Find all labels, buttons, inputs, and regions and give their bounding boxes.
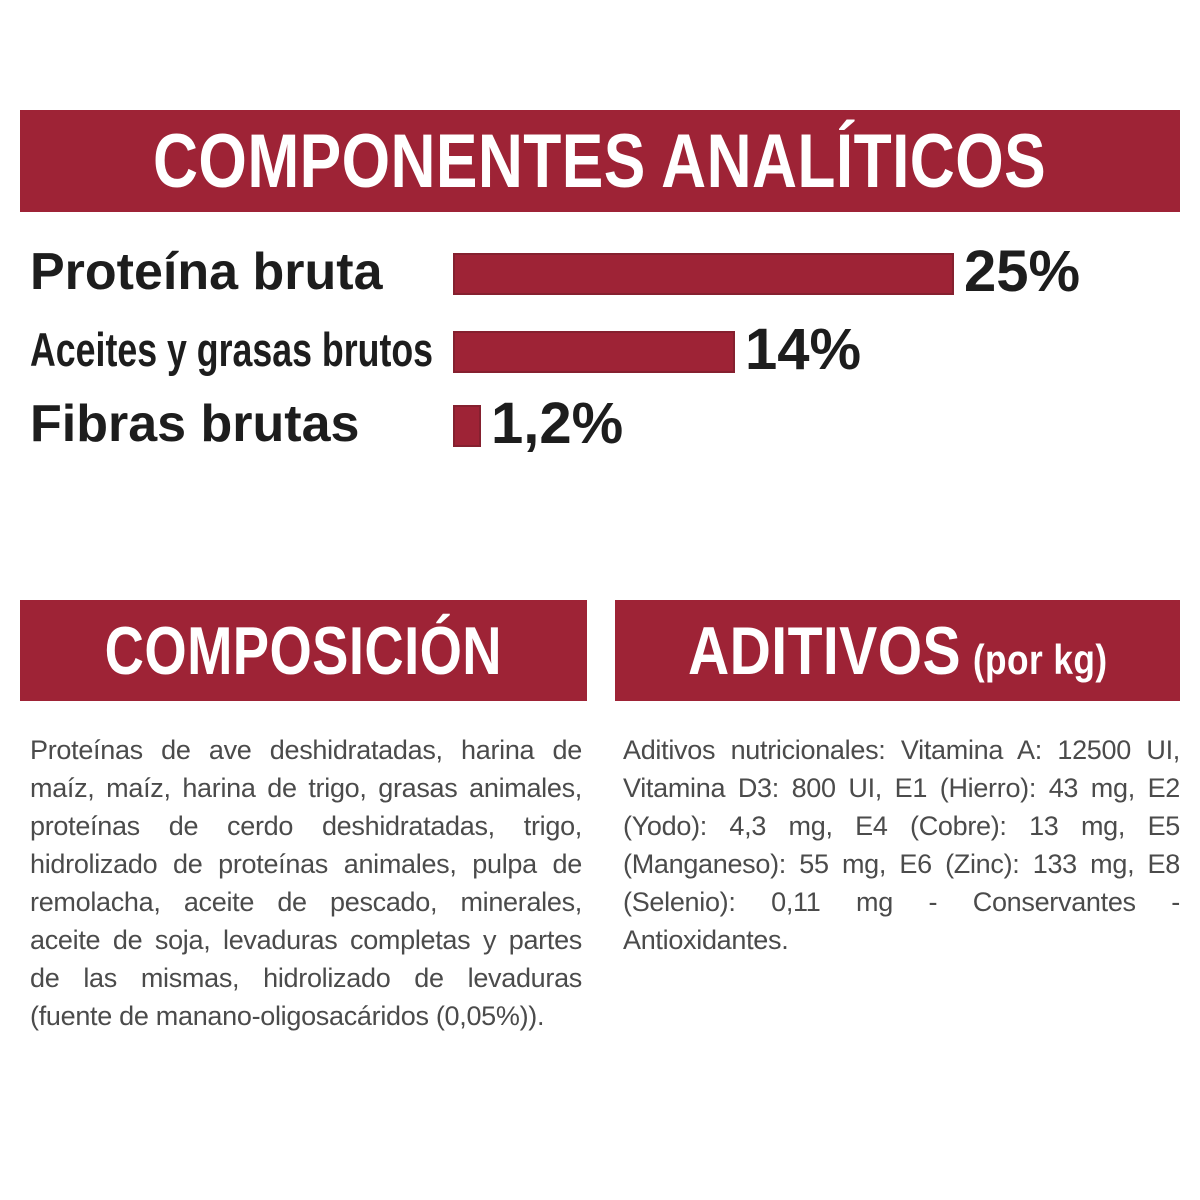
additives-title: ADITIVOS	[687, 612, 961, 689]
additives-banner: ADITIVOS (por kg)	[615, 600, 1180, 701]
chart-category-label: Fibras brutas	[30, 395, 360, 453]
chart-row-protein: Proteína bruta 25%	[0, 240, 1200, 304]
analytical-components-banner: COMPONENTES ANALÍTICOS	[20, 110, 1180, 212]
additives-title-suffix: (por kg)	[972, 635, 1108, 683]
chart-bar	[453, 253, 954, 295]
composition-body: Proteínas de ave deshidratadas, harina d…	[30, 735, 582, 1031]
additives-body: Aditivos nutricionales: Vitamina A: 1250…	[623, 735, 1180, 955]
composition-banner: COMPOSICIÓN	[20, 600, 587, 701]
chart-bar	[453, 405, 481, 447]
chart-value-label: 25%	[964, 239, 1081, 304]
chart-row-fibre: Fibras brutas 1,2%	[0, 392, 1200, 456]
chart-row-fats: Aceites y grasas brutos 14%	[0, 318, 1200, 382]
analytical-components-title: COMPONENTES ANALÍTICOS	[153, 118, 1047, 204]
chart-value-label: 14%	[745, 317, 862, 382]
chart-category-label: Aceites y grasas brutos	[30, 323, 434, 376]
composition-title: COMPOSICIÓN	[104, 612, 503, 689]
chart-bar	[453, 331, 735, 373]
chart-category-label: Proteína bruta	[30, 243, 383, 301]
chart-value-label: 1,2%	[491, 391, 624, 456]
additives-title-group: ADITIVOS (por kg)	[688, 612, 1108, 690]
